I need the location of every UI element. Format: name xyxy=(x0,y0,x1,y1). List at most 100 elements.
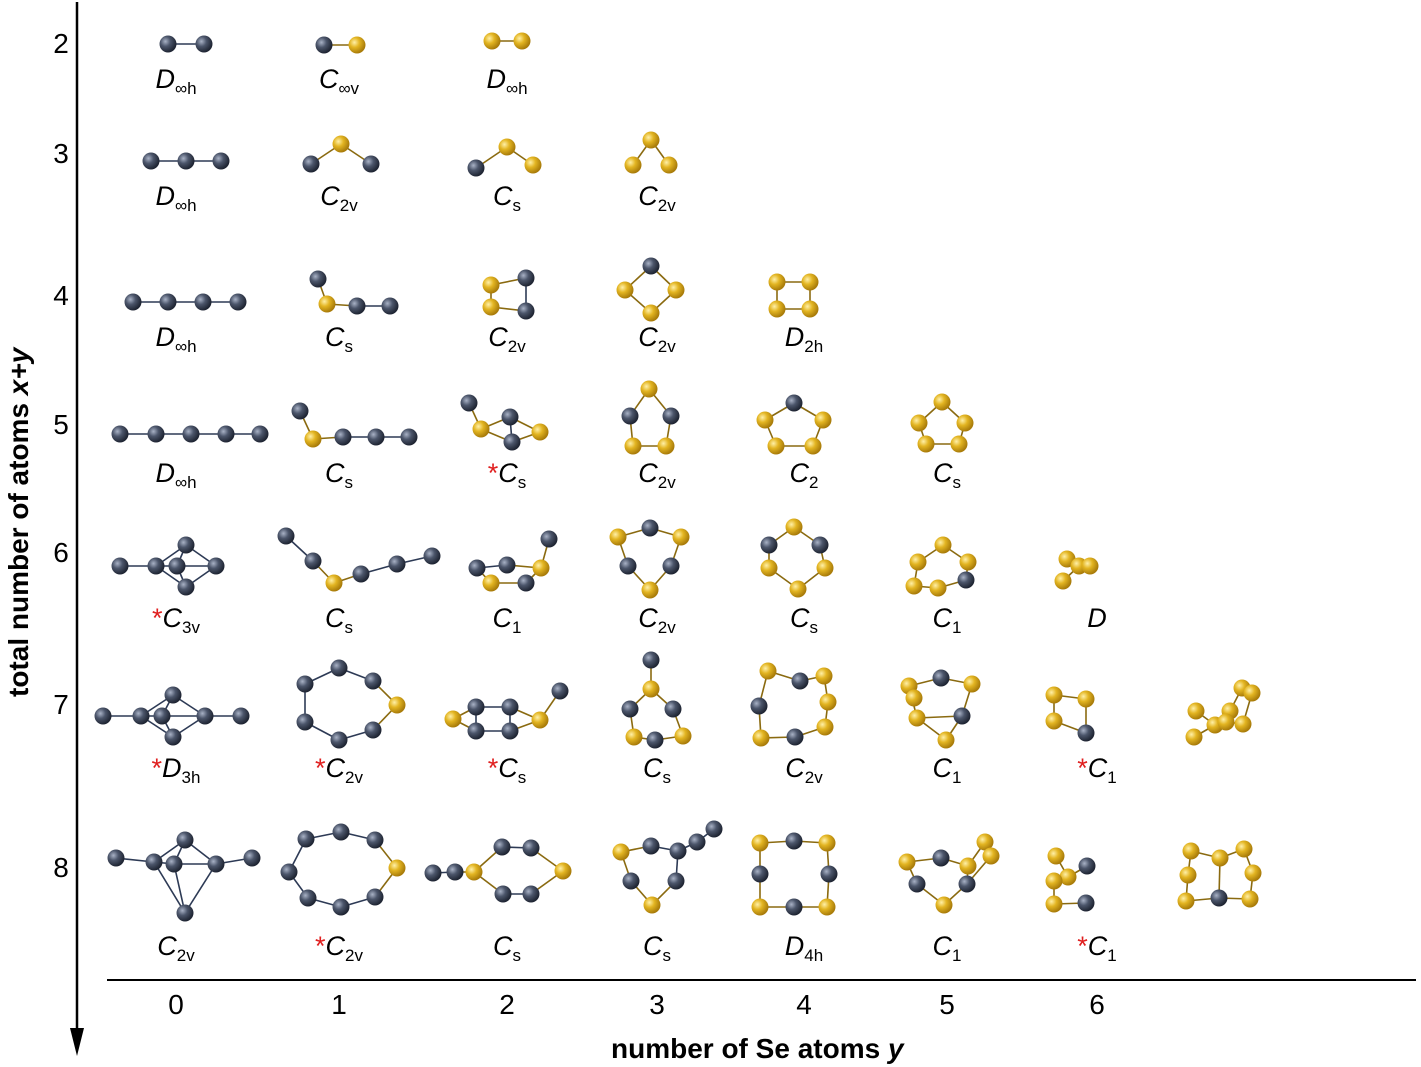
host-atom xyxy=(400,428,418,446)
host-atom xyxy=(142,152,160,170)
host-atom xyxy=(367,428,385,446)
point-group-symbol: C xyxy=(638,458,658,488)
point-group-label: C1 xyxy=(933,753,962,787)
point-group-label: C2v xyxy=(638,458,676,492)
host-atom xyxy=(251,425,269,443)
cluster-6-se4 xyxy=(760,518,834,598)
cluster-8-se2 xyxy=(424,838,572,903)
x-axis-title: number of Se atoms y xyxy=(611,1033,905,1064)
host-atom xyxy=(1077,724,1095,742)
cluster-2-se1 xyxy=(315,36,366,54)
cluster-7-se3 xyxy=(621,651,692,749)
se-atom xyxy=(910,414,928,432)
host-atom xyxy=(501,698,519,716)
point-group-subscript: s xyxy=(513,946,522,965)
se-atom xyxy=(898,853,916,871)
point-group-symbol: C xyxy=(320,181,340,211)
se-atom xyxy=(318,295,336,313)
point-group-label: D∞h xyxy=(155,64,196,98)
point-group-subscript: 2v xyxy=(658,337,676,356)
se-atom xyxy=(513,32,531,50)
cluster-4-se1 xyxy=(309,270,399,315)
host-atom xyxy=(503,433,521,451)
point-group-label: C2v xyxy=(157,931,195,965)
host-atom xyxy=(540,530,558,548)
host-atom xyxy=(165,855,183,873)
host-atom xyxy=(460,394,478,412)
cluster-6-se6 xyxy=(1054,550,1099,590)
se-atom xyxy=(917,435,935,453)
se-atom xyxy=(1244,864,1262,882)
host-atom xyxy=(1077,894,1095,912)
point-group-symbol: C xyxy=(643,753,663,783)
se-atom xyxy=(1179,866,1197,884)
host-atom xyxy=(468,559,486,577)
cluster-8-se6 xyxy=(1045,847,1096,913)
host-atom xyxy=(364,672,382,690)
cluster-2-se2 xyxy=(483,32,531,50)
host-atom xyxy=(388,555,406,573)
se-atom xyxy=(444,710,462,728)
se-atom xyxy=(1045,712,1063,730)
host-atom xyxy=(786,728,804,746)
host-atom xyxy=(621,407,639,425)
se-atom xyxy=(751,834,769,852)
host-atom xyxy=(177,578,195,596)
host-atom xyxy=(646,731,664,749)
host-atom xyxy=(352,565,370,583)
cluster-3-se0 xyxy=(142,152,230,170)
se-atom xyxy=(640,380,658,398)
host-atom xyxy=(932,849,950,867)
se-atom xyxy=(1081,557,1099,575)
se-atom xyxy=(616,281,634,299)
host-atom xyxy=(153,707,171,725)
point-group-symbol: C xyxy=(790,603,810,633)
se-atom xyxy=(956,414,974,432)
se-atom xyxy=(937,731,955,749)
host-atom xyxy=(662,557,680,575)
point-group-label: *C1 xyxy=(1077,931,1116,965)
cluster-6-se0 xyxy=(111,536,225,596)
se-atom xyxy=(929,579,947,597)
se-atom xyxy=(1185,728,1203,746)
se-atom xyxy=(752,729,770,747)
host-atom xyxy=(147,425,165,443)
host-atom xyxy=(498,556,516,574)
se-atom xyxy=(642,131,660,149)
y-tick-label: 7 xyxy=(53,689,69,720)
se-atom xyxy=(624,437,642,455)
bond xyxy=(184,863,217,914)
se-atom xyxy=(660,156,678,174)
host-atom xyxy=(132,707,150,725)
host-atom xyxy=(957,571,975,589)
cluster-7-se7 xyxy=(1185,679,1261,746)
se-atom xyxy=(667,281,685,299)
point-group-subscript: s xyxy=(345,618,354,637)
se-atom xyxy=(332,135,350,153)
host-atom xyxy=(217,425,235,443)
se-atom xyxy=(756,411,774,429)
point-group-symbol: C xyxy=(157,931,177,961)
point-group-subscript: 2v xyxy=(508,337,526,356)
cluster-5-se3 xyxy=(621,380,680,455)
host-atom xyxy=(664,700,682,718)
se-atom xyxy=(909,553,927,571)
point-group-subscript: 1 xyxy=(1107,768,1116,787)
host-atom xyxy=(446,863,464,881)
se-atom xyxy=(1045,686,1063,704)
point-group-symbol: C xyxy=(638,322,658,352)
host-atom xyxy=(147,557,165,575)
cluster-8-se3 xyxy=(612,820,723,914)
point-group-label: D∞h xyxy=(155,322,196,356)
point-group-subscript: 2v xyxy=(340,196,358,215)
host-atom xyxy=(1210,889,1228,907)
host-atom xyxy=(304,552,322,570)
point-group-symbol: C xyxy=(1088,753,1108,783)
point-group-subscript: 2 xyxy=(809,473,818,492)
se-atom xyxy=(657,437,675,455)
host-atom xyxy=(332,898,350,916)
host-atom xyxy=(243,849,261,867)
point-group-symbol: D xyxy=(785,931,805,961)
y-tick-labels: 2 3 4 5 6 7 8 xyxy=(53,28,69,883)
host-atom xyxy=(517,574,535,592)
